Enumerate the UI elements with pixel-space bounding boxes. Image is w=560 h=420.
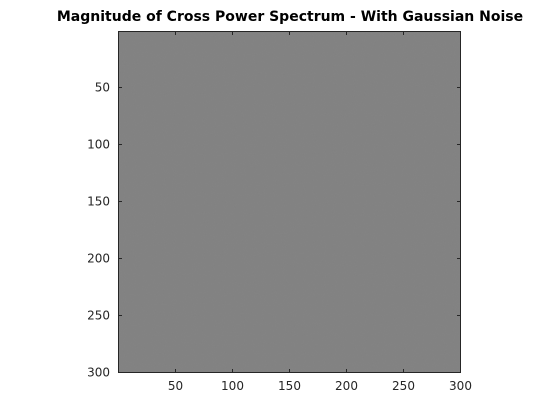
x-tick-label-300: 300 [449,379,472,393]
x-tick-label-50: 50 [168,379,183,393]
x-tick-label-250: 250 [392,379,415,393]
plot-area: 50 100 150 200 250 300 50 100 150 200 250 300 [87,31,472,393]
x-tick-label-200: 200 [335,379,358,393]
y-tick-label-50: 50 [95,81,110,95]
y-tick-label-150: 150 [87,195,110,209]
x-tick-label-100: 100 [221,379,244,393]
chart-title: Magnitude of Cross Power Spectrum - With… [56,9,524,25]
y-tick-label-250: 250 [87,309,110,323]
y-tick-label-100: 100 [87,138,110,152]
heatmap-image [118,31,461,373]
x-tick-label-150: 150 [278,379,301,393]
y-tick-label-200: 200 [87,252,110,266]
y-tick-label-300: 300 [87,366,110,380]
